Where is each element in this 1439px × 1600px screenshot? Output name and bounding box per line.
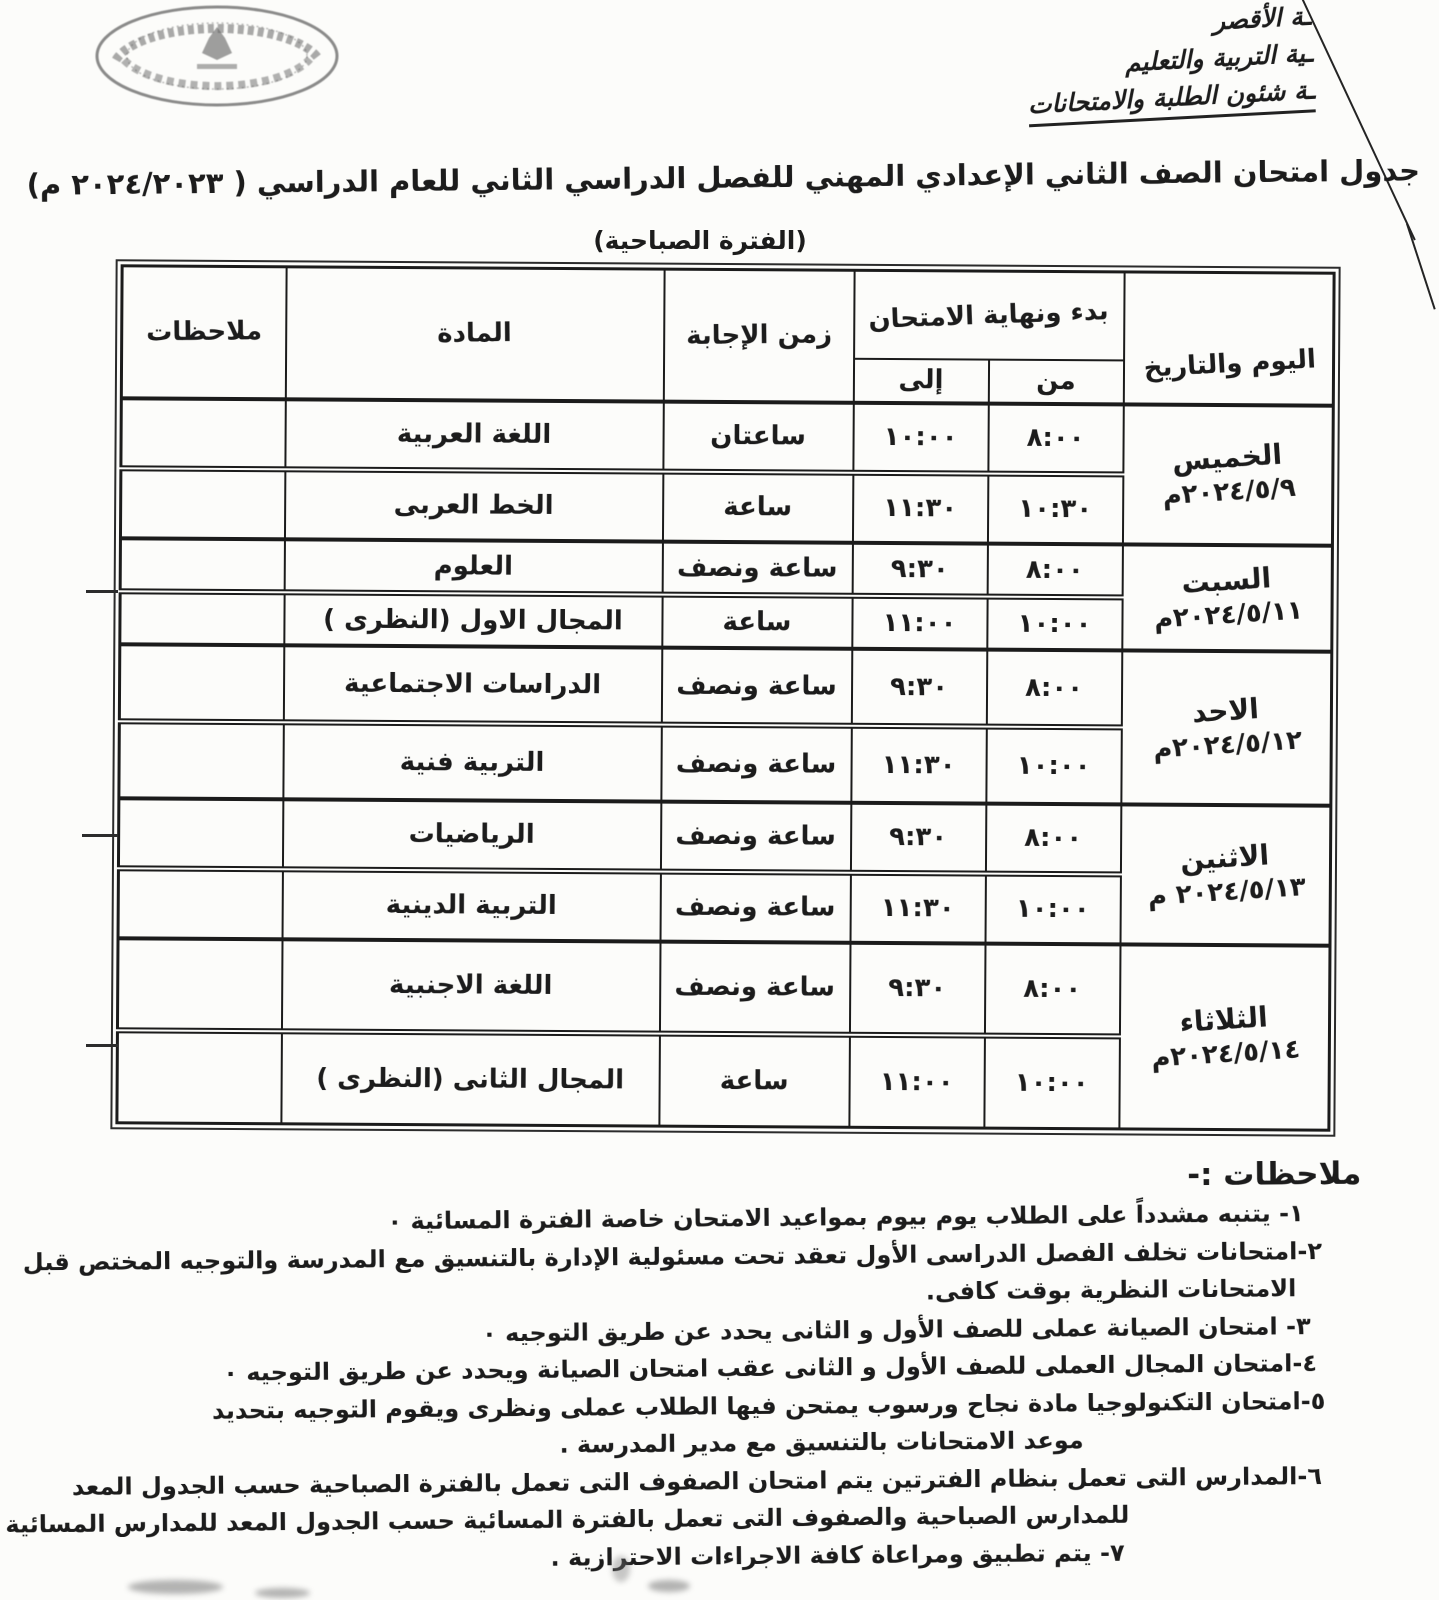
cell-notes [119,643,284,722]
exam-schedule-table: اليوم والتاريخ بدء ونهاية الامتحان زمن ا… [110,259,1341,1137]
document-title: جدول امتحان الصف الثاني الإعدادي المهني … [26,153,1421,202]
cell-subject: التربية فنية [282,721,662,802]
cell-notes [117,937,283,1031]
cell-from: ٨:٠٠ [984,943,1121,1036]
day-date-cell: الثلاثاء ٢٠٢٤/٥/١٤م [1118,943,1331,1131]
cell-duration: ساعة ونصف [660,724,852,803]
margin-line-stub [86,1044,118,1047]
cell-to: ١١:٠٠ [848,1034,985,1129]
exam-row: الخميس ٢٠٢٤/٥/٩م ٨:٠٠ ١٠:٠٠ ساعتان اللغة العر… [120,397,1334,546]
scan-artifact [255,1588,310,1598]
cell-from: ٨:٠٠ [987,543,1123,597]
cell-duration: ساعة [658,1033,850,1128]
cell-notes [118,867,283,939]
scan-artifact [648,1580,690,1592]
exam-row: الاثنين ٢٠٢٤/٥/١٣ م ٨:٠٠ ٩:٣٠ ساعة ونصف الريا… [118,797,1331,946]
day-date-cell: الاثنين ٢٠٢٤/٥/١٣ م [1120,803,1331,946]
cell-subject: اللغة العربية [284,398,664,472]
cell-duration: ساعة ونصف [662,541,853,596]
cell-subject: التربية الدينية [282,868,661,942]
exam-row: السبت ٢٠٢٤/٥/١١م ٨:٠٠ ٩:٣٠ ساعة ونصف العلوم [120,537,1333,652]
scan-artifact [128,1580,223,1594]
cell-duration: ساعة [661,594,853,649]
cell-notes [118,720,284,799]
notes-lines: ١- يتنبه مشدداً على الطلاب يوم بيوم بموا… [0,1195,1365,1581]
margin-line-stub [82,834,118,837]
cell-notes [118,797,283,869]
cell-duration: ساعة ونصف [660,871,851,943]
cell-subject: الدراسات الاجتماعية [283,644,662,725]
cell-notes [119,590,285,645]
document-subtitle: (الفترة الصباحية) [593,226,807,255]
cell-to: ٩:٣٠ [852,542,988,597]
cell-from: ٨:٠٠ [986,649,1122,727]
cell-notes [116,1029,282,1124]
exam-row: الثلاثاء ٢٠٢٤/٥/١٤م ٨:٠٠ ٩:٣٠ ساعة ونصف اللغة… [117,937,1331,1131]
day-date-cell: الخميس ٢٠٢٤/٥/٩م [1122,403,1334,546]
cell-subject: اللغة الاجنبية [281,938,661,1034]
cell-notes [120,467,285,539]
column-header-day-date: اليوم والتاريخ [1123,271,1335,406]
cell-to: ١١:٣٠ [852,472,988,544]
cell-notes [120,397,286,469]
cell-duration: ساعتان [662,401,854,473]
official-seal-stamp-icon [95,5,339,107]
column-header-to: إلى [853,358,989,404]
table-body: الخميس ٢٠٢٤/٥/٩م ٨:٠٠ ١٠:٠٠ ساعتان اللغة العر… [116,397,1334,1131]
day-date-cell: السبت ٢٠٢٤/٥/١١م [1121,543,1333,652]
column-header-exam-window: بدء ونهاية الامتحان [853,270,1125,360]
column-header-from: من [988,359,1124,404]
cell-duration: ساعة ونصف [661,647,852,726]
cell-to: ١٠:٠٠ [852,402,989,474]
scan-artifact [612,1556,630,1582]
paper-crease-line [1299,0,1416,241]
cell-from: ٨:٠٠ [987,403,1124,474]
cell-subject: الرياضيات [282,798,661,872]
cell-subject: الخط العربى [284,468,663,542]
day-date-cell: الاحد ٢٠٢٤/٥/١٢م [1120,649,1332,806]
cell-to: ١١:٣٠ [850,725,987,804]
cell-to: ١١:٣٠ [850,872,986,944]
cell-duration: ساعة ونصف [659,941,851,1035]
cell-duration: ساعة ونصف [660,801,851,873]
cell-from: ١٠:٠٠ [986,596,1123,650]
cell-from: ١٠:٠٠ [985,873,1121,944]
cell-from: ١٠:٠٠ [983,1035,1120,1129]
letterhead: ـة الأقصر ـية التربية والتعليم ـة شئون ا… [980,0,1316,130]
cell-from: ١٠:٣٠ [987,473,1123,544]
cell-to: ٩:٣٠ [849,942,986,1036]
cell-subject: المجال الاول (النظرى ) [283,591,663,648]
paper-crease-line [1406,223,1436,310]
notes-section: ملاحظات :- ١- يتنبه مشدداً على الطلاب يو… [0,1153,1365,1581]
cell-to: ١١:٠٠ [851,595,988,650]
cell-notes [120,537,285,592]
cell-duration: ساعة [662,471,853,543]
table-header: اليوم والتاريخ بدء ونهاية الامتحان زمن ا… [121,265,1335,406]
cell-subject: العلوم [284,538,663,595]
exam-row: الاحد ٢٠٢٤/٥/١٢م ٨:٠٠ ٩:٣٠ ساعة ونصف الدراسات… [119,643,1332,806]
column-header-notes: ملاحظات [121,265,287,399]
cell-from: ٨:٠٠ [985,803,1121,874]
column-header-subject: المادة [285,266,665,402]
column-header-duration: زمن الإجابة [663,269,855,403]
cell-to: ٩:٣٠ [850,802,986,874]
cell-subject: المجال الثانى (النظرى ) [280,1030,660,1127]
cell-to: ٩:٣٠ [851,648,987,727]
cell-from: ١٠:٠٠ [985,726,1122,804]
margin-line-stub [86,590,118,593]
